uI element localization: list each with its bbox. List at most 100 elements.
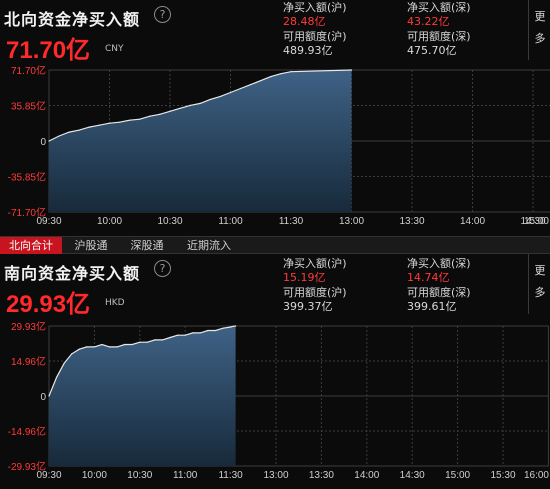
y-tick-label: 35.85亿 (11, 100, 46, 113)
data-point (131, 343, 133, 346)
x-tick-label: 13:00 (263, 470, 288, 481)
y-tick-label: 71.70亿 (11, 64, 46, 77)
data-point (71, 353, 73, 355)
x-tick-label: 14:30 (400, 470, 425, 481)
x-tick-label: 16:00 (524, 470, 549, 481)
stat-sh-quota: 可用额度(沪) 489.93亿 (283, 30, 347, 58)
y-tick-label: 14.96亿 (11, 355, 46, 368)
stat-sh-net: 净买入额(沪) 28.48亿 (283, 1, 347, 29)
help-icon[interactable]: ? (154, 260, 171, 277)
data-point (93, 346, 95, 348)
stat-label: 可用额度(沪) (283, 30, 347, 43)
stat-label: 净买入额(沪) (283, 1, 347, 14)
southbound-panel: 南向资金净买入额 ? 29.93亿 HKD 净买入额(沪) 15.19亿 净买入… (0, 254, 550, 489)
stat-sz-net: 净买入额(深) 43.22亿 (407, 1, 471, 29)
data-point (63, 362, 65, 364)
y-tick-label: -35.85亿 (8, 171, 46, 184)
northbound-title: 北向资金净买入额 (4, 10, 141, 29)
data-point (229, 91, 232, 94)
data-point (58, 135, 60, 137)
data-point (159, 113, 161, 115)
tab-bar: 北向合计 沪股通 深股通 近期流入 (0, 236, 550, 254)
northbound-header: 北向资金净买入额 ? 71.70亿 CNY 净买入额(沪) 28.48亿 净买入… (0, 0, 550, 64)
data-point (146, 341, 148, 343)
tab-recent-inflow[interactable]: 近期流入 (187, 239, 231, 252)
data-point (199, 332, 201, 334)
stat-value: 14.74亿 (407, 271, 450, 284)
data-point (124, 343, 126, 346)
x-tick-label: 11:00 (218, 216, 243, 227)
series-area (49, 326, 236, 466)
stat-value: 43.22亿 (407, 15, 450, 28)
northbound-panel: 北向资金净买入额 ? 71.70亿 CNY 净买入额(沪) 28.48亿 净买入… (0, 0, 550, 236)
data-point (232, 325, 234, 327)
data-point (116, 346, 118, 348)
data-point (139, 341, 141, 343)
data-point (169, 110, 171, 112)
data-point (214, 329, 217, 332)
data-point (78, 129, 80, 131)
stat-sh-quota: 可用额度(沪) 399.37亿 (283, 286, 347, 314)
data-point (179, 107, 181, 109)
tab-sh-connect[interactable]: 沪股通 (74, 239, 108, 252)
x-tick-label: 14:30 (520, 216, 545, 227)
stat-value: 28.48亿 (283, 15, 326, 28)
series-line (48, 69, 352, 142)
stat-label: 可用额度(深) (407, 286, 471, 299)
southbound-currency: HKD (105, 298, 125, 308)
more-label-char: 更 (534, 10, 546, 23)
data-point (101, 343, 103, 346)
data-point (55, 376, 58, 378)
stat-sz-net: 净买入额(深) 14.74亿 (407, 257, 471, 285)
x-tick-label: 11:00 (173, 470, 198, 481)
x-tick-label: 10:00 (97, 216, 122, 227)
x-tick-label: 15:00 (524, 216, 549, 227)
x-tick-label: 09:30 (36, 470, 61, 481)
help-icon[interactable]: ? (154, 6, 171, 23)
data-point (199, 102, 201, 104)
data-point (48, 140, 50, 142)
data-point (270, 76, 272, 78)
data-point (98, 124, 101, 126)
data-point (118, 121, 121, 123)
y-tick-label: 29.93亿 (11, 320, 46, 333)
stat-value: 399.61亿 (407, 300, 457, 313)
series-area (49, 70, 352, 212)
y-tick-label: -29.93亿 (8, 460, 46, 473)
more-button[interactable]: 更多 (528, 0, 550, 60)
data-point (250, 83, 252, 86)
more-label-char: 多 (534, 32, 546, 45)
data-point (161, 339, 164, 341)
stat-label: 可用额度(沪) (283, 286, 347, 299)
tab-northbound-total[interactable]: 北向合计 (0, 237, 62, 254)
data-point (177, 334, 179, 336)
stat-value: 15.19亿 (283, 271, 326, 284)
x-tick-label: 15:30 (490, 470, 515, 481)
x-tick-label: 15:00 (445, 470, 470, 481)
data-point (129, 119, 131, 121)
stat-label: 净买入额(沪) (283, 257, 347, 270)
y-tick-label: -14.96亿 (8, 425, 46, 438)
x-tick-label: 14:00 (354, 470, 379, 481)
stat-value: 489.93亿 (283, 44, 333, 57)
stat-value: 475.70亿 (407, 44, 457, 57)
data-point (48, 395, 50, 397)
data-point (68, 131, 70, 133)
northbound-currency: CNY (105, 44, 124, 54)
stat-sz-quota: 可用额度(深) 399.61亿 (407, 286, 471, 314)
data-point (149, 115, 151, 117)
x-tick-label: 11:30 (279, 216, 304, 227)
more-button[interactable]: 更多 (528, 254, 550, 314)
x-tick-label: 14:00 (460, 216, 485, 227)
stat-sz-quota: 可用额度(深) 475.70亿 (407, 30, 471, 58)
x-tick-label: 13:00 (339, 216, 364, 227)
tab-sz-connect[interactable]: 深股通 (130, 239, 164, 252)
data-point (192, 332, 194, 334)
southbound-title: 南向资金净买入额 (4, 264, 141, 283)
x-tick-label: 10:30 (157, 216, 182, 227)
data-point (260, 79, 262, 82)
northbound-net-value: 71.70亿 (6, 37, 91, 64)
stat-value: 399.37亿 (283, 300, 333, 313)
